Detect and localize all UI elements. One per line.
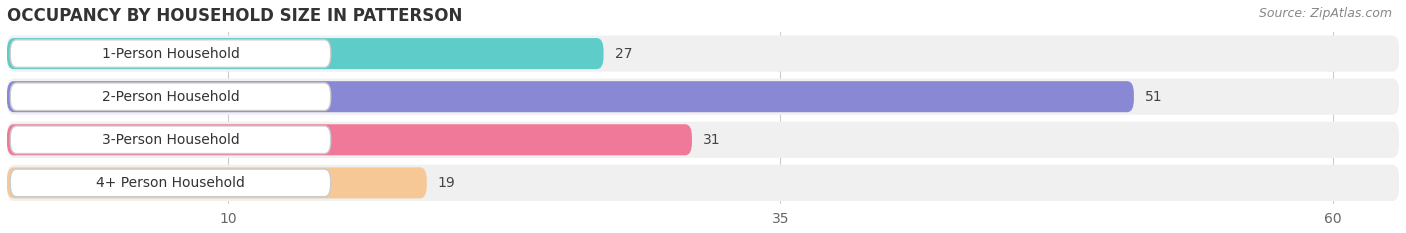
FancyBboxPatch shape [7, 38, 603, 69]
FancyBboxPatch shape [7, 35, 1399, 72]
Text: 2-Person Household: 2-Person Household [101, 90, 239, 104]
Text: 31: 31 [703, 133, 721, 147]
FancyBboxPatch shape [7, 124, 692, 155]
FancyBboxPatch shape [10, 169, 330, 197]
FancyBboxPatch shape [7, 165, 1399, 201]
Text: 4+ Person Household: 4+ Person Household [96, 176, 245, 190]
Text: 19: 19 [437, 176, 456, 190]
Text: 3-Person Household: 3-Person Household [101, 133, 239, 147]
Text: Source: ZipAtlas.com: Source: ZipAtlas.com [1258, 7, 1392, 20]
Text: 27: 27 [614, 47, 633, 61]
Text: 1-Person Household: 1-Person Household [101, 47, 239, 61]
FancyBboxPatch shape [10, 83, 330, 110]
Text: OCCUPANCY BY HOUSEHOLD SIZE IN PATTERSON: OCCUPANCY BY HOUSEHOLD SIZE IN PATTERSON [7, 7, 463, 25]
Text: 51: 51 [1144, 90, 1163, 104]
FancyBboxPatch shape [7, 81, 1133, 112]
FancyBboxPatch shape [10, 40, 330, 67]
FancyBboxPatch shape [10, 126, 330, 154]
FancyBboxPatch shape [7, 122, 1399, 158]
FancyBboxPatch shape [7, 79, 1399, 115]
FancyBboxPatch shape [7, 167, 427, 198]
